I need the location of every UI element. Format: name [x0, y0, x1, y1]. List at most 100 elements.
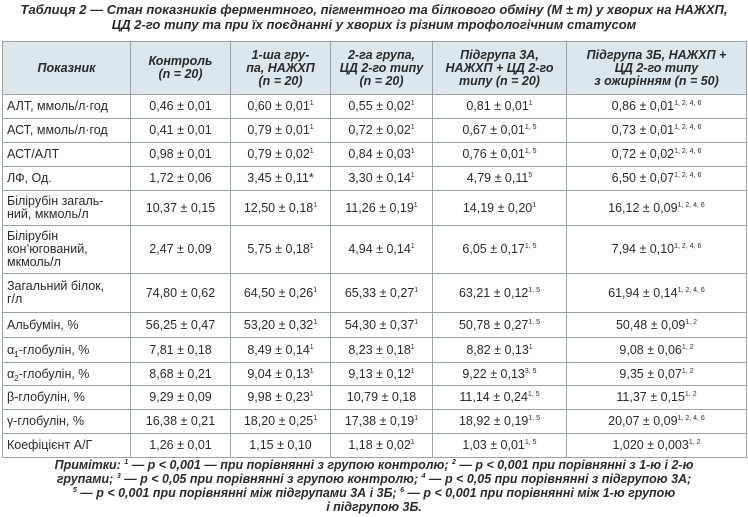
- text: Загальний білок,: [7, 279, 105, 293]
- table-row: α1-глобулін, % 7,81 ± 0,18 8,49 ± 0,141 8,2…: [2, 337, 747, 363]
- header-line: з ожирінням (n = 50): [594, 73, 719, 88]
- table-cell: 7,94 ± 0,101, 2, 4, 6: [566, 225, 747, 274]
- note-line: і підгрупою 3Б.: [0, 500, 748, 514]
- table-cell: 11,37 ± 0,151, 2: [566, 385, 747, 410]
- cell-value: 9,35 ± 0,07: [619, 366, 682, 381]
- significance-mark: 1: [410, 367, 415, 375]
- text: -глобулін, %: [18, 366, 90, 381]
- table-cell: 1,18 ± 0,021: [330, 433, 433, 458]
- cell-value: 3,45 ± 0,11*: [247, 171, 314, 185]
- header-line: 1-ша гру-: [251, 47, 310, 62]
- cell-value: 7,81 ± 0,18: [149, 342, 212, 357]
- text: Коефіцієнт А/Г: [7, 438, 93, 452]
- significance-mark: 1: [413, 201, 418, 209]
- significance-mark: 1: [410, 100, 415, 107]
- cell-value: 7,94 ± 0,10: [611, 242, 675, 256]
- table-row: α2-глобулін, % 8,68 ± 0,21 9,04 ± 0,131 9,1…: [2, 362, 747, 386]
- cell-value: 56,25 ± 0,47: [145, 317, 216, 332]
- text: — p < 0,05 при порівнянні з підгрупою 3А…: [425, 472, 692, 486]
- table-row: γ-глобулін, % 16,38 ± 0,21 18,20 ± 0,251 17…: [2, 409, 747, 434]
- table-cell: 0,72 ± 0,021: [330, 118, 433, 143]
- table-cell: 0,55 ± 0,021: [330, 94, 433, 119]
- header-line: Підгрупа 3А,: [460, 47, 539, 62]
- row-label: γ-глобулін, %: [2, 409, 131, 434]
- table-row: ЛФ, Од. 1,72 ± 0,06 3,45 ± 0,11* 3,30 ± 0,1…: [2, 166, 747, 191]
- text: групами;: [56, 472, 117, 486]
- significance-mark: 1, 5: [524, 243, 537, 250]
- table-cell: 0,79 ± 0,011: [230, 118, 331, 143]
- table-row: Альбумін, % 56,25 ± 0,47 53,20 ± 0,321 54,3…: [2, 312, 747, 338]
- significance-mark: 1, 2: [688, 439, 701, 446]
- text: γ-глобулін, %: [7, 414, 84, 428]
- text: мкмоль/л: [7, 255, 61, 269]
- text: Альбумін, %: [7, 317, 79, 332]
- table-cell: 7,81 ± 0,18: [130, 337, 231, 363]
- significance-mark: 1, 5: [524, 148, 537, 155]
- row-label: α2-глобулін, %: [2, 362, 131, 386]
- significance-mark: 1: [410, 343, 415, 351]
- significance-mark: 1, 5: [528, 286, 541, 294]
- cell-value: 9,22 ± 0,13: [462, 366, 525, 381]
- superscript: 2: [452, 459, 456, 466]
- cell-value: 8,82 ± 0,13: [466, 342, 529, 357]
- cell-value: 16,12 ± 0,09: [608, 200, 678, 215]
- significance-mark: 1: [309, 148, 314, 155]
- significance-mark: 1: [414, 286, 419, 294]
- significance-mark: 1: [309, 367, 314, 375]
- text: — p < 0,001 при порівнянні між підгрупам…: [76, 486, 401, 500]
- significance-mark: 1, 2: [681, 367, 694, 375]
- cell-value: 64,50 ± 0,26: [243, 285, 314, 300]
- significance-mark: 1, 2, 4, 6: [674, 172, 702, 179]
- cell-value: 0,76 ± 0,01: [462, 147, 525, 161]
- note-line: групами; 3 — p < 0,05 при порівнянні з г…: [0, 472, 748, 486]
- table-cell: 6,05 ± 0,171, 5: [432, 225, 567, 274]
- subscript: 1: [14, 349, 19, 359]
- column-header: Підгрупа 3А, НАЖХП + ЦД 2-го типу (n = 20): [432, 41, 567, 95]
- title-line: ЦД 2-го типу та при їх поєднанні у хвори…: [111, 17, 637, 32]
- cell-value: 5,75 ± 0,18: [247, 242, 310, 256]
- cell-value: 2,47 ± 0,09: [149, 242, 212, 256]
- table-row: Білірубін загаль-ний, мкмоль/л 10,37 ± 0,…: [2, 190, 747, 226]
- table-cell: 1,020 ± 0,0031, 2: [566, 433, 747, 458]
- significance-mark: 1: [528, 343, 533, 351]
- table-cell: 56,25 ± 0,47: [130, 312, 231, 338]
- row-label: β-глобулін, %: [2, 385, 131, 410]
- table-cell: 54,30 ± 0,371: [330, 312, 433, 338]
- significance-mark: 1, 5: [528, 318, 541, 326]
- cell-value: 74,80 ± 0,62: [145, 285, 216, 300]
- text: ЛФ, Од.: [7, 171, 52, 185]
- table-cell: 4,94 ± 0,141: [330, 225, 433, 274]
- table-cell: 0,73 ± 0,011, 2, 4, 6: [566, 118, 747, 143]
- text: ний, мкмоль/л: [7, 207, 89, 221]
- table-cell: 1,03 ± 0,011, 5: [432, 433, 567, 458]
- cell-value: 0,86 ± 0,01: [611, 99, 675, 113]
- significance-mark: 1: [532, 201, 537, 209]
- table-cell: 12,50 ± 0,181: [230, 190, 331, 226]
- row-label: Коефіцієнт А/Г: [2, 433, 131, 458]
- significance-mark: 1, 5: [528, 415, 541, 422]
- cell-value: 12,50 ± 0,18: [243, 200, 314, 215]
- row-label: АСТ/АЛТ: [2, 142, 131, 167]
- table-cell: 5,75 ± 0,181: [230, 225, 331, 274]
- table-cell: 14,19 ± 0,201: [432, 190, 567, 226]
- significance-mark: 1, 2, 4, 6: [674, 124, 702, 131]
- note-line: Примітки: 1 — p < 0,001 — при порівнянні…: [0, 458, 748, 472]
- table-row: Коефіцієнт А/Г 1,26 ± 0,01 1,15 ± 0,10 1,18…: [2, 433, 747, 458]
- header-line: (n = 20): [158, 67, 203, 81]
- table-cell: 17,38 ± 0,191: [330, 409, 433, 434]
- significance-mark: 1, 2, 4, 6: [674, 100, 702, 107]
- cell-value: 18,20 ± 0,25: [243, 414, 314, 428]
- header-line: ЦД 2-го типу: [614, 60, 699, 75]
- table-cell: 8,23 ± 0,181: [330, 337, 433, 363]
- notes: Примітки: 1 — p < 0,001 — при порівнянні…: [0, 458, 748, 514]
- data-table: Показник Контроль (n = 20) 1-ша гру-па, НАЖ…: [2, 41, 747, 458]
- cell-value: 0,46 ± 0,01: [149, 99, 212, 113]
- header-line: НАЖХП + ЦД 2-го: [445, 60, 554, 75]
- cell-value: 10,79 ± 0,18: [346, 390, 417, 404]
- table-cell: 2,47 ± 0,09: [130, 225, 231, 274]
- table-cell: 10,79 ± 0,18: [330, 385, 433, 410]
- table-cell: 1,72 ± 0,06: [130, 166, 231, 191]
- row-label: Альбумін, %: [2, 312, 131, 338]
- significance-mark: 1: [410, 148, 415, 155]
